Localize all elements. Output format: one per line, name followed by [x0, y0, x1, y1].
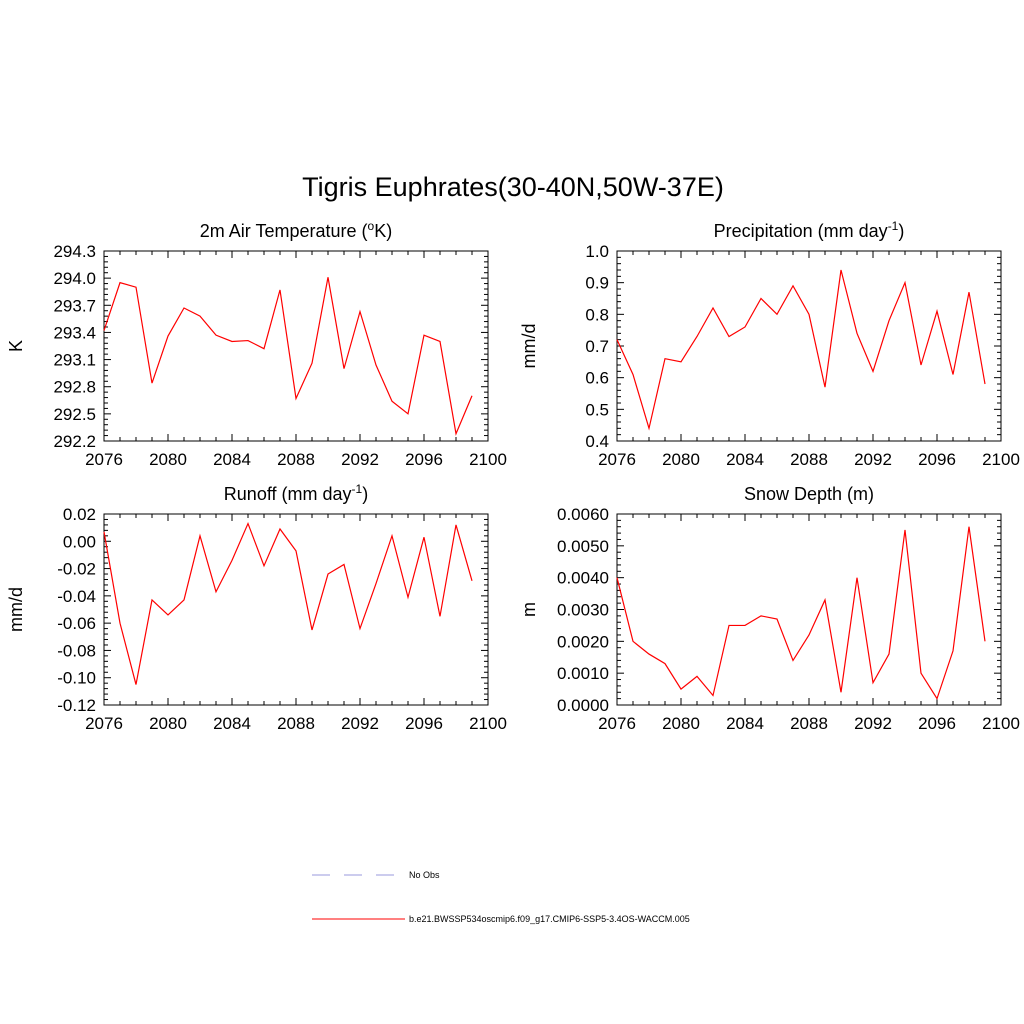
series-line	[103, 277, 473, 436]
y-tick-label: 0.6	[585, 369, 609, 388]
y-tick-label: 0.4	[585, 432, 609, 451]
x-tick-label: 2080	[149, 714, 187, 733]
x-tick-label: 2088	[790, 714, 828, 733]
y-tick-label: 292.5	[53, 405, 96, 424]
y-axis-label: K	[6, 340, 26, 352]
y-tick-label: -0.08	[57, 641, 96, 660]
y-axis-label: mm/d	[519, 324, 539, 369]
x-tick-label: 2100	[469, 450, 507, 469]
y-tick-label: -0.04	[57, 587, 96, 606]
x-tick-label: 2076	[85, 450, 123, 469]
x-tick-label: 2084	[213, 450, 251, 469]
x-tick-label: 2084	[213, 714, 251, 733]
legend: No Obs b.e21.BWSSP534oscmip6.f09_g17.CMIP…	[312, 870, 690, 924]
x-tick-label: 2080	[149, 450, 187, 469]
y-tick-label: 293.1	[53, 351, 96, 370]
chart-panel-1: 2m Air Temperature (oK) K 2076 2080 2084 2088…	[6, 219, 507, 469]
x-tick-label: 2096	[405, 714, 443, 733]
series-line	[616, 526, 986, 701]
x-tick-label: 2096	[405, 450, 443, 469]
panel-title: Runoff (mm day-1)	[224, 482, 368, 504]
y-tick-label: 0.7	[585, 337, 609, 356]
figure-title: Tigris Euphrates(30-40N,50W-37E)	[302, 172, 724, 202]
y-tick-label: 293.7	[53, 296, 96, 315]
y-tick-label: 0.5	[585, 400, 609, 419]
legend-label: b.e21.BWSSP534oscmip6.f09_g17.CMIP6-SSP5…	[409, 914, 690, 924]
chart-panel-2: Precipitation (mm day-1) mm/d 2076 2080 2084…	[519, 219, 1020, 469]
series-line	[616, 269, 986, 431]
y-axis-label: m	[519, 602, 539, 617]
y-tick-label: 0.0010	[557, 664, 609, 683]
plot-frame	[616, 513, 1002, 706]
y-tick-label: -0.10	[57, 669, 96, 688]
x-tick-label: 2080	[662, 450, 700, 469]
y-tick-label: 0.0020	[557, 632, 609, 651]
y-tick-label: 0.00	[63, 532, 96, 551]
y-tick-label: 0.8	[585, 305, 609, 324]
x-tick-label: 2076	[598, 450, 636, 469]
x-tick-label: 2100	[982, 450, 1020, 469]
plot-frame	[616, 250, 1002, 442]
x-tick-label: 2084	[726, 714, 764, 733]
panel-title: Precipitation (mm day-1)	[714, 219, 905, 241]
y-tick-label: -0.12	[57, 696, 96, 715]
x-tick-label: 2076	[598, 714, 636, 733]
y-tick-label: -0.02	[57, 560, 96, 579]
y-tick-label: 293.4	[53, 323, 96, 342]
y-tick-label: 1.0	[585, 242, 609, 261]
y-tick-label: 0.0050	[557, 537, 609, 556]
y-tick-label: 0.0060	[557, 505, 609, 524]
y-axis-label: mm/d	[6, 587, 26, 632]
x-tick-label: 2100	[469, 714, 507, 733]
x-tick-label: 2076	[85, 714, 123, 733]
y-tick-label: 294.0	[53, 269, 96, 288]
panels: 2m Air Temperature (oK) K 2076 2080 2084 2088…	[6, 219, 1020, 733]
x-tick-label: 2080	[662, 714, 700, 733]
y-tick-label: 0.9	[585, 274, 609, 293]
x-tick-label: 2092	[341, 450, 379, 469]
x-tick-label: 2088	[277, 450, 315, 469]
y-tick-label: 0.02	[63, 505, 96, 524]
x-tick-label: 2088	[277, 714, 315, 733]
chart-panel-4: Snow Depth (m) m 2076 2080 2084 2088 2092 2096 2…	[519, 484, 1020, 733]
y-tick-label: 0.0040	[557, 569, 609, 588]
legend-label: No Obs	[409, 870, 440, 880]
plot-frame	[103, 250, 489, 442]
x-tick-label: 2092	[854, 450, 892, 469]
y-tick-label: -0.06	[57, 614, 96, 633]
y-tick-label: 0.0030	[557, 601, 609, 620]
x-tick-label: 2096	[918, 450, 956, 469]
x-tick-label: 2096	[918, 714, 956, 733]
x-tick-label: 2088	[790, 450, 828, 469]
y-tick-label: 294.3	[53, 242, 96, 261]
y-tick-label: 292.8	[53, 378, 96, 397]
x-tick-label: 2092	[341, 714, 379, 733]
y-tick-label: 0.0000	[557, 696, 609, 715]
chart-panel-3: Runoff (mm day-1) mm/d 2076 2080 2084 2088 209…	[6, 482, 507, 733]
y-tick-label: 292.2	[53, 432, 96, 451]
x-tick-label: 2092	[854, 714, 892, 733]
x-tick-label: 2100	[982, 714, 1020, 733]
panel-title: 2m Air Temperature (oK)	[200, 219, 392, 241]
panel-title: Snow Depth (m)	[744, 484, 874, 504]
x-tick-label: 2084	[726, 450, 764, 469]
series-line	[103, 521, 473, 685]
